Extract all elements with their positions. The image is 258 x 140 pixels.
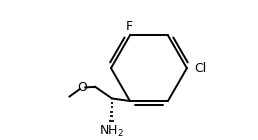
Text: Cl: Cl <box>194 62 206 75</box>
Text: O: O <box>77 81 87 94</box>
Text: NH$_2$: NH$_2$ <box>99 124 124 139</box>
Text: F: F <box>126 20 133 33</box>
